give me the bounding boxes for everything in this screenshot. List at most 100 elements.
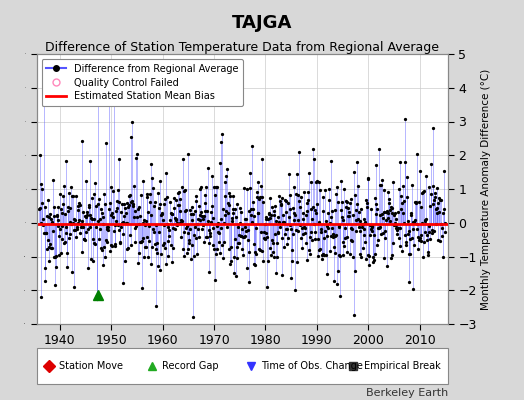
Point [432, 210, 441, 216]
Point [414, 246, 422, 252]
Point [69, 193, 77, 199]
Point [161, 245, 169, 252]
Point [339, 252, 347, 258]
Point [277, 272, 286, 278]
Point [121, 258, 129, 264]
Point [210, 246, 218, 253]
Point [422, 236, 431, 243]
Point [225, 246, 233, 252]
Point [321, 187, 329, 194]
Point [143, 234, 151, 240]
Point [78, 138, 86, 145]
Point [378, 210, 386, 217]
Point [401, 158, 410, 165]
Point [195, 234, 203, 240]
Point [346, 237, 355, 244]
Point [163, 253, 172, 259]
Point [213, 184, 221, 190]
Point [192, 198, 200, 204]
Point [64, 235, 73, 241]
Point [154, 263, 162, 269]
Point [226, 244, 235, 250]
Point [155, 228, 163, 235]
Point [347, 196, 356, 202]
Point [280, 244, 288, 250]
Point [388, 252, 397, 258]
Point [251, 261, 259, 268]
Point [319, 194, 327, 200]
Point [211, 277, 220, 284]
Point [250, 260, 258, 267]
Point [136, 213, 144, 219]
Point [196, 186, 204, 192]
Point [307, 179, 315, 186]
Point [198, 213, 206, 219]
Point [234, 240, 243, 247]
Point [282, 198, 290, 204]
Point [157, 251, 166, 258]
Point [329, 234, 337, 240]
Point [149, 226, 157, 233]
Point [192, 235, 201, 242]
Point [262, 230, 270, 236]
Point [221, 212, 229, 218]
Point [158, 210, 167, 217]
Point [391, 216, 400, 222]
Point [274, 228, 282, 235]
Point [291, 287, 300, 293]
Point [333, 184, 342, 190]
Point [423, 232, 431, 238]
Point [377, 181, 385, 188]
Point [324, 210, 333, 216]
Point [88, 216, 96, 222]
Point [386, 218, 395, 225]
Point [183, 246, 192, 252]
Point [276, 198, 284, 204]
Point [200, 239, 208, 246]
Point [148, 244, 157, 250]
Point [302, 212, 310, 219]
Point [44, 197, 52, 204]
Point [183, 223, 191, 230]
Point [90, 190, 98, 197]
Point [160, 201, 169, 208]
Point [223, 224, 232, 230]
Point [391, 220, 399, 226]
Point [116, 209, 125, 215]
Point [103, 239, 111, 245]
Point [36, 205, 45, 212]
Point [268, 237, 276, 243]
Point [300, 189, 308, 196]
Point [434, 237, 443, 243]
Point [204, 218, 212, 224]
Point [289, 183, 298, 190]
Point [436, 197, 444, 204]
Point [310, 156, 318, 162]
Point [40, 68, 48, 74]
Point [381, 228, 389, 234]
Point [81, 213, 89, 219]
Point [384, 210, 392, 216]
Point [97, 245, 105, 252]
Point [373, 206, 381, 212]
Point [129, 183, 138, 190]
Point [331, 207, 340, 214]
Point [221, 179, 230, 185]
Point [275, 219, 283, 225]
Point [232, 214, 240, 220]
Point [250, 249, 259, 255]
Point [222, 173, 231, 179]
Point [427, 161, 435, 168]
Point [232, 273, 241, 280]
Point [398, 200, 406, 206]
Point [220, 238, 228, 245]
Point [258, 194, 266, 200]
Point [342, 204, 350, 211]
Point [188, 216, 196, 223]
Point [322, 218, 330, 224]
Text: Empirical Break: Empirical Break [364, 361, 441, 371]
Point [299, 216, 308, 222]
Point [425, 229, 434, 236]
Point [138, 285, 146, 291]
Point [283, 226, 291, 232]
